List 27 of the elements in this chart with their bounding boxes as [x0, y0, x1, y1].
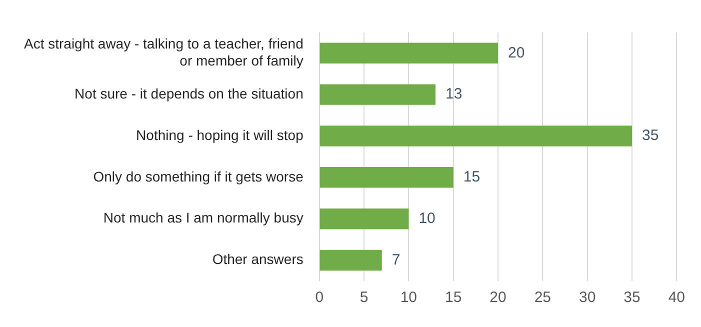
- data-label: 7: [392, 251, 400, 268]
- y-tick-label: Nothing - hoping it will stop: [136, 126, 304, 143]
- data-label: 20: [508, 44, 525, 62]
- y-tick-label: Not much as I am normally busy: [103, 210, 304, 226]
- bar: [320, 126, 632, 146]
- x-tick-label: 5: [360, 289, 368, 306]
- y-tick-label: Act straight away - talking to a teacher, friend or member of family: [24, 36, 304, 68]
- bar: [320, 84, 436, 105]
- x-tick-label: 30: [578, 289, 596, 306]
- data-label: 13: [445, 86, 462, 103]
- y-tick-label: Only do something if it gets worse: [93, 168, 304, 184]
- x-tick-label: 25: [534, 289, 552, 306]
- data-label: 15: [463, 168, 480, 186]
- x-tick-label: 20: [490, 289, 506, 306]
- x-tick-label: 0: [315, 289, 324, 306]
- bar: [320, 250, 382, 271]
- bar: [320, 167, 454, 188]
- data-label: 35: [642, 127, 659, 144]
- y-tick-label: Other answers: [212, 251, 304, 268]
- bar: [320, 208, 409, 230]
- x-tick-label: 40: [668, 289, 685, 306]
- bar: [320, 42, 498, 64]
- data-label: 10: [418, 210, 436, 227]
- y-tick-label: Not sure - it depends on the situation: [74, 85, 304, 102]
- x-tick-label: 35: [624, 289, 640, 306]
- x-tick-label: 10: [400, 289, 418, 306]
- x-tick-label: 15: [445, 289, 462, 306]
